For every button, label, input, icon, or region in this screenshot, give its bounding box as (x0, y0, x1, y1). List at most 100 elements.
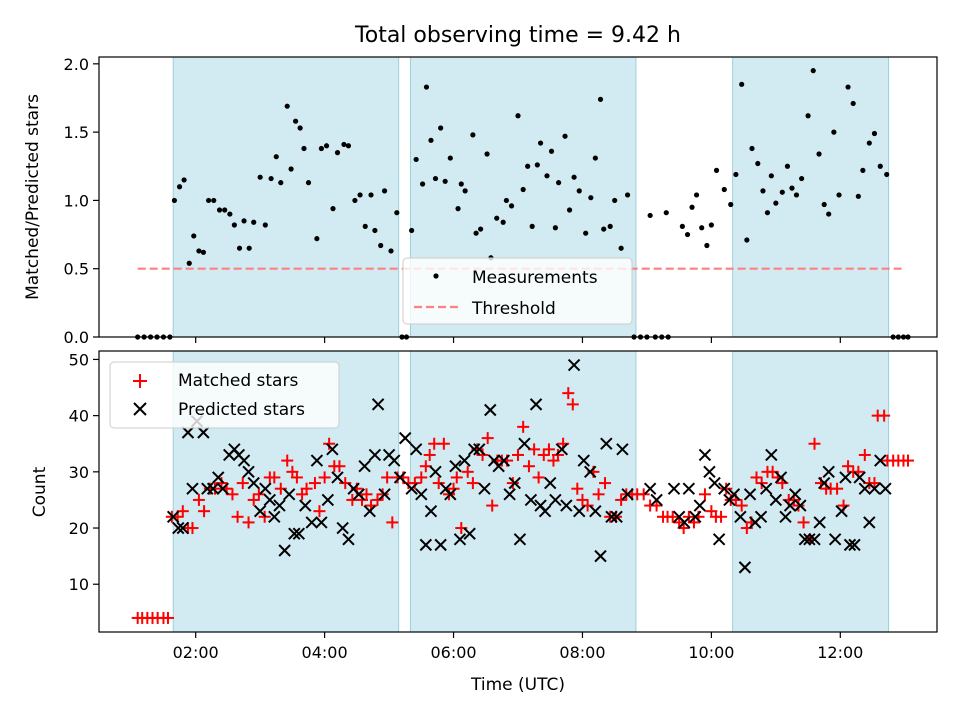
measurement-point (826, 211, 832, 217)
predicted-stars-point (803, 533, 816, 546)
matched-stars-point (318, 471, 331, 484)
matched-stars-point (481, 432, 494, 445)
predicted-stars-point (513, 533, 527, 546)
measurement-point (191, 233, 197, 239)
measurement-point (222, 207, 228, 213)
measurement-point (500, 219, 506, 225)
measurement-point (211, 197, 217, 204)
predicted-stars-point (197, 426, 210, 439)
matched-stars-point (532, 471, 545, 484)
predicted-stars-point (484, 403, 497, 417)
measurement-point (689, 204, 695, 210)
predicted-stars-point (813, 516, 826, 529)
matched-stars-point (450, 471, 463, 484)
measurement-point (186, 260, 192, 266)
predicted-stars-point (689, 510, 702, 523)
measurement-point (704, 242, 710, 249)
measurement-point (227, 211, 233, 217)
measurement-point (618, 245, 624, 251)
measurement-point (301, 145, 307, 152)
matched-stars-point (252, 488, 265, 501)
measurement-point (455, 206, 461, 212)
predicted-stars-point (467, 443, 481, 456)
measurement-point (330, 206, 336, 212)
measurement-point (836, 192, 842, 198)
measurement-point (388, 248, 394, 254)
measurement-point (372, 227, 378, 234)
matched-stars-point (542, 443, 555, 456)
matched-stars-point (176, 505, 189, 518)
measurement-point (368, 192, 374, 198)
measurement-point (246, 245, 252, 251)
measurement-point (821, 201, 827, 208)
predicted-stars-point (843, 538, 857, 552)
matched-stars-point (313, 505, 326, 518)
top-y-tick-label: 1.0 (64, 191, 89, 210)
predicted-stars-point (594, 549, 607, 563)
measurement-point (728, 201, 734, 208)
measurement-point (556, 180, 562, 186)
measurement-point (721, 186, 727, 193)
measurement-point (576, 188, 582, 194)
measurement-point (352, 197, 358, 204)
measurement-point (508, 203, 515, 209)
predicted-stars-point (378, 488, 391, 501)
x-tick-label: 06:00 (430, 643, 476, 662)
predicted-stars-point (560, 499, 573, 512)
predicted-stars-point (682, 482, 696, 495)
predicted-stars-point (779, 510, 792, 523)
matched-stars-point (415, 471, 428, 484)
predicted-stars-point (315, 516, 328, 529)
x-tick-label: 10:00 (688, 643, 734, 662)
matched-stars-point (290, 471, 303, 484)
predicted-stars-point (176, 521, 190, 535)
measurement-point (773, 200, 779, 206)
predicted-stars-point (444, 488, 457, 501)
predicted-stars-point (503, 488, 516, 501)
measurement-point (562, 133, 568, 139)
predicted-stars-point (253, 504, 267, 518)
measurement-point (473, 230, 479, 236)
top-y-tick-label: 0.0 (64, 328, 89, 347)
bottom-shaded-interval (732, 350, 890, 633)
bottom-y-tick-label: 50 (69, 350, 89, 369)
matched-stars-point (735, 499, 748, 512)
predicted-stars-point (409, 443, 423, 456)
matched-stars-point (447, 482, 460, 495)
matched-stars-point (423, 448, 436, 461)
predicted-stars-point (759, 482, 773, 495)
predicted-stars-point (268, 510, 281, 523)
predicted-stars-point (342, 533, 355, 546)
predicted-stars-point (839, 471, 852, 484)
predicted-stars-point (549, 493, 562, 507)
matched-stars-point (637, 488, 650, 501)
predicted-stars-point (497, 454, 511, 467)
measurement-point (647, 212, 653, 219)
measurement-point (764, 210, 771, 216)
predicted-stars-point (458, 454, 471, 467)
measurement-point (241, 218, 247, 224)
matched-stars-point (562, 387, 575, 400)
predicted-stars-point (449, 460, 462, 473)
predicted-stars-point (544, 476, 557, 490)
predicted-stars-point (868, 482, 881, 495)
measurement-point (537, 140, 544, 146)
predicted-stars-point (817, 476, 831, 490)
bottom-y-tick-label: 10 (69, 575, 89, 594)
top-legend-box (402, 257, 633, 325)
matched-stars-point (226, 488, 239, 501)
matched-stars-point (537, 448, 550, 461)
predicted-stars-point (794, 499, 807, 512)
matched-stars-point (517, 420, 530, 433)
matched-stars-point (715, 510, 728, 523)
measurement-point (529, 223, 535, 229)
x-axis-label: Time (UTC) (470, 675, 565, 695)
matched-stars-point (650, 499, 663, 512)
predicted-stars-point (822, 465, 835, 479)
measurement-point (447, 155, 453, 161)
measurement-point (744, 237, 750, 243)
predicted-stars-point (434, 538, 447, 552)
measurement-point (699, 225, 705, 231)
predicted-stars-point (708, 476, 721, 490)
predicted-stars-point (263, 493, 277, 507)
